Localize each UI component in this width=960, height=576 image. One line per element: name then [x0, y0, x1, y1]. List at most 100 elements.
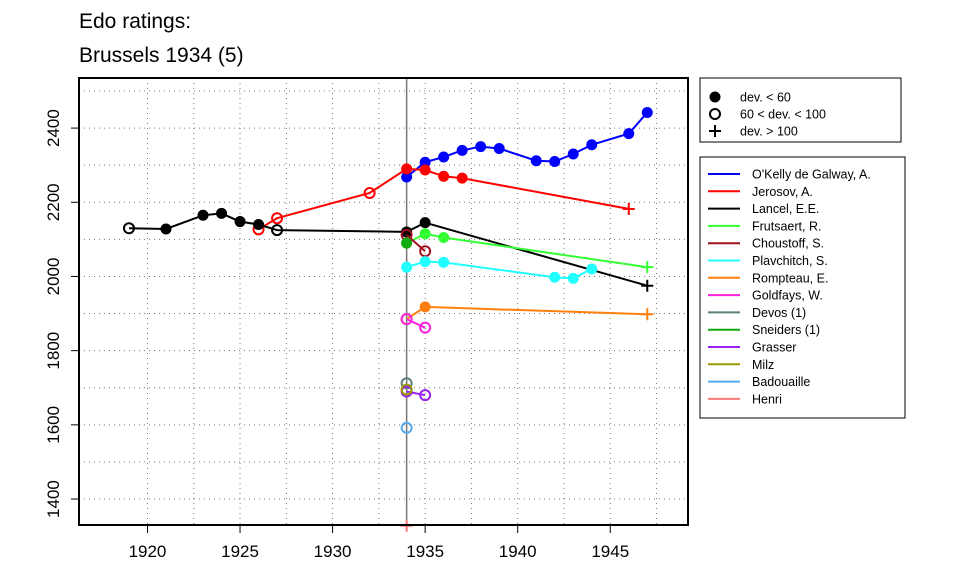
data-point — [419, 217, 431, 229]
data-point — [400, 377, 413, 390]
series-legend-label: Grasser — [752, 341, 796, 355]
legend-marker-plus — [709, 125, 721, 137]
series-line — [406, 260, 593, 280]
marker-legend-label: dev. < 60 — [740, 91, 791, 105]
chart-title-line-2: Brussels 1934 (5) — [79, 44, 244, 67]
series-12 — [400, 421, 413, 434]
series-legend: O'Kelly de Galway, A. Jerosov, A. Lancel, … — [699, 156, 906, 419]
legend-marker-circle — [709, 108, 721, 120]
data-point — [567, 272, 579, 284]
series-legend-label: Sneiders (1) — [752, 323, 820, 337]
series-line — [128, 212, 648, 287]
data-point — [419, 301, 431, 313]
data-point — [419, 245, 432, 258]
data-point — [253, 219, 265, 231]
series-legend-label: Choustoff, S. — [752, 237, 824, 251]
data-point — [401, 261, 413, 273]
data-point — [438, 232, 450, 244]
series-line — [405, 111, 649, 178]
data-point — [438, 151, 450, 163]
data-point — [400, 383, 413, 396]
marker-legend-label: 60 < dev. < 100 — [740, 108, 826, 122]
series-layer — [122, 106, 654, 532]
data-point — [438, 170, 450, 182]
plot-frame — [78, 77, 689, 526]
chart-title-line-1: Edo ratings: — [79, 10, 191, 33]
data-point — [641, 279, 654, 292]
legend-marker-dot — [709, 91, 721, 103]
data-point — [586, 263, 598, 275]
data-point — [641, 261, 654, 274]
series-legend-label: Henri — [752, 392, 782, 406]
series-legend-label: Frutsaert, R. — [752, 219, 821, 233]
series-5 — [401, 256, 598, 284]
series-0 — [401, 106, 653, 183]
marker-legend-label: dev. > 100 — [740, 125, 798, 139]
series-legend-label: Badouaille — [752, 375, 810, 389]
series-legend-label: Devos (1) — [752, 306, 806, 320]
series-7 — [400, 313, 432, 334]
marker-legend: dev. < 60 60 < dev. < 100 dev. > 100 — [699, 77, 902, 143]
data-point — [197, 209, 209, 221]
marker-legend-box — [699, 77, 902, 143]
series-legend-label: O'Kelly de Galway, A. — [752, 168, 871, 182]
y-tick-label: 2000 — [44, 258, 63, 296]
data-point — [363, 186, 376, 199]
series-legend-label: Rompteau, E. — [752, 271, 828, 285]
data-point — [419, 164, 431, 176]
series-line — [406, 318, 426, 329]
series-1 — [252, 163, 635, 236]
series-line — [406, 390, 426, 397]
y-tick-label: 2400 — [44, 109, 63, 147]
y-tick-label: 1600 — [44, 406, 63, 444]
x-tick-label: 1945 — [591, 542, 629, 561]
data-point — [641, 106, 653, 118]
data-point — [493, 142, 505, 154]
data-point — [567, 148, 579, 160]
y-tick-label: 1800 — [44, 332, 63, 370]
data-point — [271, 224, 284, 237]
series-6 — [400, 301, 654, 326]
x-tick-label: 1935 — [406, 542, 444, 561]
data-point — [160, 223, 172, 235]
y-axis: 1400 1600 1800 2000 2200 2400 — [44, 109, 79, 518]
data-point — [438, 256, 450, 268]
data-point — [530, 155, 542, 167]
series-line — [406, 232, 648, 269]
series-legend-label: Plavchitch, S. — [752, 254, 828, 268]
series-legend-box — [699, 156, 906, 419]
data-point — [419, 321, 432, 334]
series-legend-label: Goldfays, W. — [752, 289, 823, 303]
data-point — [456, 144, 468, 156]
data-point — [216, 207, 228, 219]
data-point — [623, 128, 635, 140]
series-9 — [401, 237, 413, 249]
x-tick-label: 1920 — [129, 542, 167, 561]
series-8 — [400, 377, 413, 390]
y-tick-label: 2200 — [44, 183, 63, 221]
series-legend-label: Lancel, E.E. — [752, 202, 819, 216]
data-point — [400, 421, 413, 434]
data-point — [586, 139, 598, 151]
series-line — [406, 305, 648, 320]
x-tick-label: 1925 — [221, 542, 259, 561]
data-point — [549, 271, 561, 283]
data-point — [641, 308, 654, 321]
data-point — [401, 163, 413, 175]
series-2 — [122, 207, 654, 292]
data-point — [622, 202, 635, 215]
data-point — [122, 222, 135, 235]
series-line — [405, 234, 426, 252]
series-legend-label: Milz — [752, 358, 774, 372]
y-tick-label: 1400 — [44, 480, 63, 518]
x-tick-label: 1930 — [314, 542, 352, 561]
data-point — [419, 228, 431, 240]
data-point — [234, 216, 246, 228]
data-point — [271, 212, 284, 225]
data-point — [475, 141, 487, 153]
data-point — [401, 237, 413, 249]
data-point — [400, 313, 413, 326]
x-tick-label: 1940 — [499, 542, 537, 561]
x-axis: 1920 1925 1930 1935 1940 1945 — [129, 525, 629, 561]
